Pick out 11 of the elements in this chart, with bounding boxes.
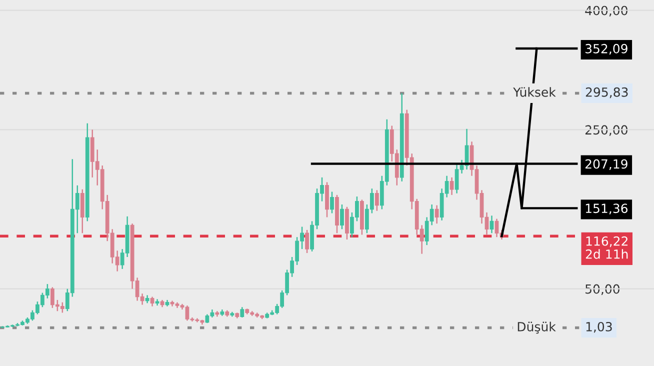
y-tick-label: 151,36: [586, 204, 628, 214]
y-tick-label: 352,09: [586, 44, 628, 55]
ref-line-label: 1,03: [586, 322, 612, 333]
y-tick-label: 50,00: [586, 284, 620, 296]
y-tick-label: 400,00: [585, 6, 628, 17]
annotation: Yüksek: [513, 87, 556, 97]
y-tick-label: 207,19: [585, 159, 628, 170]
annotation: Düşük: [518, 322, 556, 334]
y-tick-label: 250,00: [585, 125, 628, 136]
ref-line-label: 295,83: [586, 87, 628, 98]
ref-line-label: 116,22 2d 11h: [586, 236, 628, 259]
